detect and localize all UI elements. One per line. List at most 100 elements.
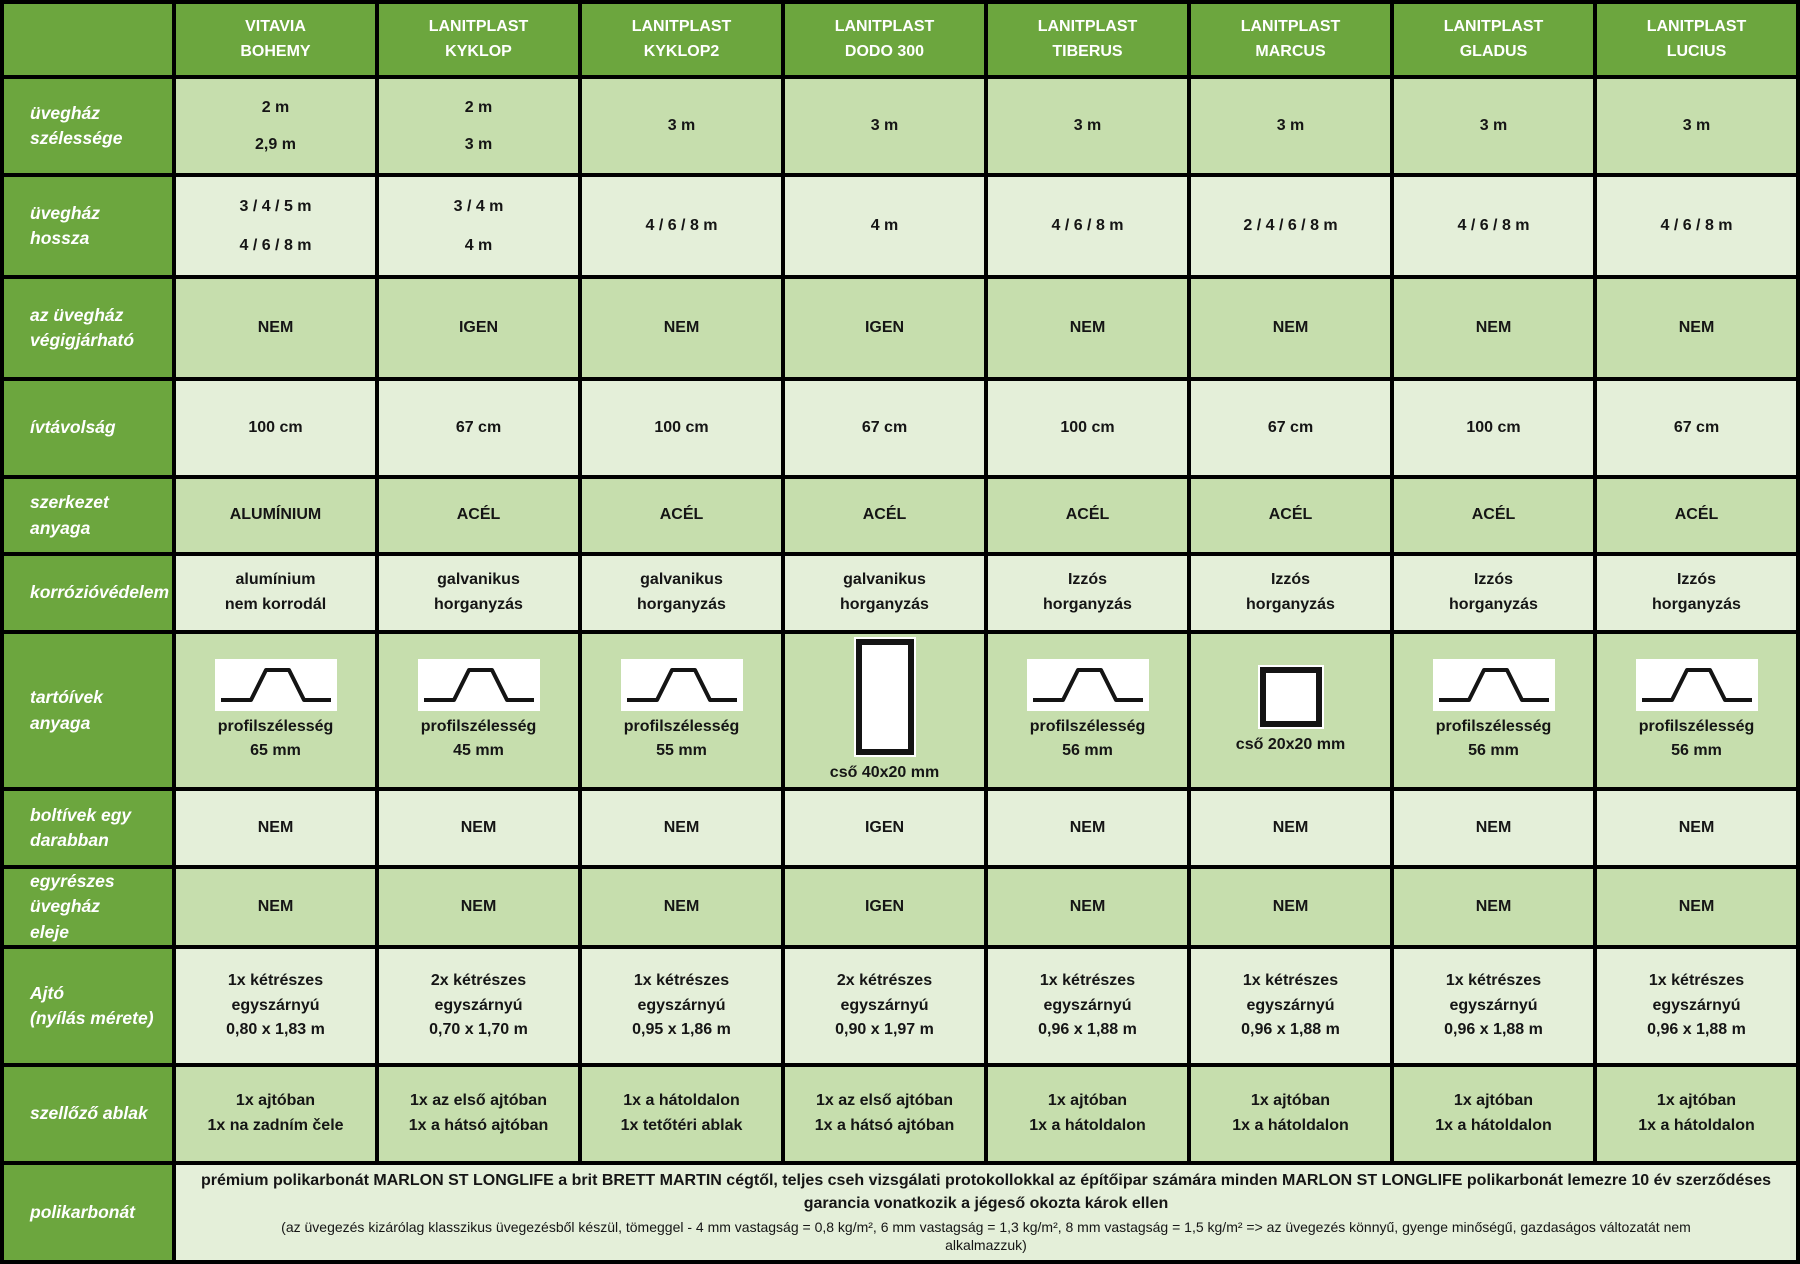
cell-line: profilszélesség (217, 718, 334, 736)
table-cell: ACÉL (988, 479, 1187, 552)
cell-line: 1x a hátsó ajtóban (814, 1117, 955, 1134)
cell-line: egyszárnyú (1246, 996, 1335, 1014)
table-cell: 3 m (1597, 79, 1796, 173)
cell-line: 1x na zadním čele (207, 1117, 344, 1134)
table-cell: 1x ajtóban 1x a hátoldalon (1191, 1067, 1390, 1161)
cell-line: NEM (1475, 897, 1512, 915)
row-label-line: eleje (30, 921, 69, 942)
cell-line: 1x kétrészes (1242, 971, 1339, 989)
column-header-line: MARCUS (1255, 42, 1326, 60)
cell-line: 2 m (464, 98, 493, 116)
cell-line: horganyzás (434, 596, 523, 613)
table-cell: galvanikus horganyzás (582, 556, 781, 630)
table-cell: 3 / 4 / 5 m 4 / 6 / 8 m (176, 177, 375, 275)
row-label: ívtávolság (4, 381, 172, 475)
column-header-line: LANITPLAST (1646, 17, 1747, 35)
row-label-line: korrózióvédelem (30, 582, 170, 603)
table-cell: ACÉL (582, 479, 781, 552)
cell-line: egyszárnyú (1043, 996, 1132, 1014)
table-cell: NEM (988, 791, 1187, 865)
cell-line: 1x a hátoldalon (1029, 1117, 1146, 1134)
table-cell: profilszélesség 56 mm (988, 634, 1187, 787)
cell-line: ALUMÍNIUM (229, 506, 322, 524)
table-cell: 1x ajtóban 1x a hátoldalon (1597, 1067, 1796, 1161)
table-cell: 1x kétrészes egyszárnyú 0,96 x 1,88 m (988, 949, 1187, 1063)
table-cell: 4 m (785, 177, 984, 275)
table-cell: 3 m (582, 79, 781, 173)
row-label: üvegház hossza (4, 177, 172, 275)
cell-line: IGEN (864, 897, 905, 915)
table-cell: 2x kétrészes egyszárnyú 0,90 x 1,97 m (785, 949, 984, 1063)
cell-line: NEM (1069, 318, 1106, 336)
column-header-line: KYKLOP (445, 42, 512, 60)
cell-line: NEM (257, 818, 294, 836)
cell-line: IGEN (458, 318, 499, 336)
cell-line: 1x a hátoldalon (623, 1092, 740, 1110)
table-cell: profilszélesség 65 mm (176, 634, 375, 787)
table-cell: 67 cm (1597, 381, 1796, 475)
profile-trapezoid-icon (1432, 659, 1555, 712)
column-header-line: VITAVIA (245, 17, 306, 35)
table-cell: IGEN (379, 279, 578, 377)
cell-line: 0,96 x 1,88 m (1444, 1021, 1543, 1039)
table-cell: NEM (1597, 869, 1796, 945)
row-label-line: végigjárható (30, 330, 135, 350)
cell-line: alumínium (235, 571, 316, 589)
cell-line: NEM (257, 897, 294, 915)
cell-line: 0,96 x 1,88 m (1241, 1021, 1340, 1039)
cell-line: 1x ajtóban (1047, 1092, 1128, 1110)
row-label: szerkezet anyaga (4, 479, 172, 552)
row-label-line: szellőző ablak (30, 1103, 148, 1124)
row-label: üvegház szélessége (4, 79, 172, 173)
cell-line: galvanikus (640, 571, 723, 589)
table-cell: NEM (582, 869, 781, 945)
table-cell: 3 / 4 m 4 m (379, 177, 578, 275)
cell-line: 1x az első ajtóban (816, 1092, 953, 1110)
cell-line: horganyzás (1449, 596, 1538, 613)
cell-line: ACÉL (1674, 506, 1719, 524)
cell-line: IGEN (864, 818, 905, 836)
column-header: LANITPLAST DODO 300 (785, 4, 984, 75)
note-bold-text: prémium polikarbonát MARLON ST LONGLIFE … (200, 1172, 1772, 1212)
cell-line: NEM (257, 318, 294, 336)
cell-line: 1x az első ajtóban (410, 1092, 547, 1110)
table-cell: NEM (176, 791, 375, 865)
cell-line: 3 m (1073, 116, 1102, 134)
cell-line: 1x kétrészes (633, 971, 730, 989)
table-cell: 1x kétrészes egyszárnyú 0,96 x 1,88 m (1597, 949, 1796, 1063)
table-cell: NEM (379, 791, 578, 865)
cell-line: 100 cm (248, 418, 303, 436)
cell-line: 0,96 x 1,88 m (1647, 1021, 1746, 1039)
table-cell: ALUMÍNIUM (176, 479, 375, 552)
cell-line: 56 mm (1671, 741, 1722, 759)
cell-line: NEM (1069, 818, 1106, 836)
table-cell: NEM (582, 279, 781, 377)
cell-line: 3 m (870, 116, 899, 134)
corner-cell (4, 4, 172, 75)
table-cell: ACÉL (1394, 479, 1593, 552)
column-header-line: LUCIUS (1666, 42, 1727, 60)
cell-line: NEM (1475, 318, 1512, 336)
table-cell: 100 cm (1394, 381, 1593, 475)
table-cell: NEM (1191, 279, 1390, 377)
cell-line: 0,90 x 1,97 m (835, 1021, 934, 1039)
cell-line: Izzós (1676, 571, 1717, 589)
table-cell: NEM (1191, 791, 1390, 865)
note-small-text: (az üvegezés kizárólag klasszikus üvegez… (281, 1219, 1691, 1254)
cell-line: ACÉL (659, 506, 704, 524)
table-cell: NEM (988, 869, 1187, 945)
cell-line: egyszárnyú (1449, 996, 1538, 1014)
cell-line: 0,95 x 1,86 m (632, 1021, 731, 1039)
table-cell: 2 m 2,9 m (176, 79, 375, 173)
row-label: az üvegház végigjárható (4, 279, 172, 377)
table-cell: Izzós horganyzás (1597, 556, 1796, 630)
cell-line: ACÉL (862, 506, 907, 524)
tube-rect-icon (853, 636, 916, 757)
table-cell: 4 / 6 / 8 m (1597, 177, 1796, 275)
cell-line: cső 40x20 mm (829, 763, 940, 781)
column-header-line: LANITPLAST (1037, 17, 1138, 35)
table-cell: 1x kétrészes egyszárnyú 0,95 x 1,86 m (582, 949, 781, 1063)
table-cell: ACÉL (379, 479, 578, 552)
cell-line: 1x a hátsó ajtóban (408, 1117, 549, 1134)
cell-line: 1x kétrészes (1648, 971, 1745, 989)
